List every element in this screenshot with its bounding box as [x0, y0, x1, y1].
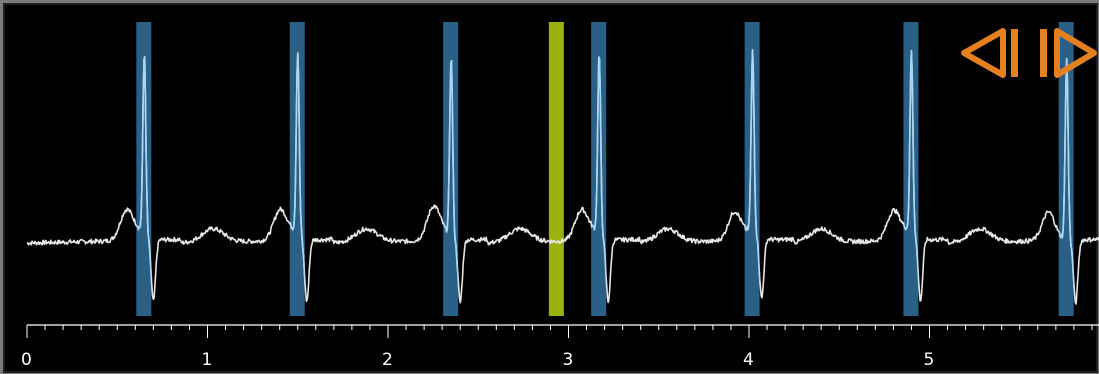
beat-markers-layer — [136, 22, 1074, 316]
ecg-trace — [26, 49, 1099, 305]
beat-marker[interactable] — [443, 22, 459, 316]
beat-marker[interactable] — [1058, 22, 1074, 316]
beat-marker[interactable] — [903, 22, 919, 316]
tick-label: 3 — [563, 350, 574, 370]
tick-label: 0 — [21, 350, 32, 370]
beat-marker[interactable] — [744, 22, 760, 316]
step-back-bar — [1011, 29, 1018, 77]
tick-label: 5 — [924, 350, 935, 370]
step-forward-bar — [1040, 29, 1047, 77]
tick-label: 4 — [743, 350, 754, 370]
tick-label: 2 — [382, 350, 393, 370]
beat-marker[interactable] — [591, 22, 607, 316]
tick-label: 1 — [202, 350, 213, 370]
next-beat-button[interactable] — [1040, 28, 1097, 78]
selected-beat-marker[interactable] — [548, 22, 564, 316]
step-forward-icon — [1054, 28, 1097, 78]
step-back-icon — [961, 28, 1006, 78]
prev-beat-button[interactable] — [961, 28, 1018, 78]
time-axis: 0 1 2 3 4 5 — [21, 324, 1099, 370]
beat-marker[interactable] — [289, 22, 305, 316]
beat-marker[interactable] — [136, 22, 152, 316]
